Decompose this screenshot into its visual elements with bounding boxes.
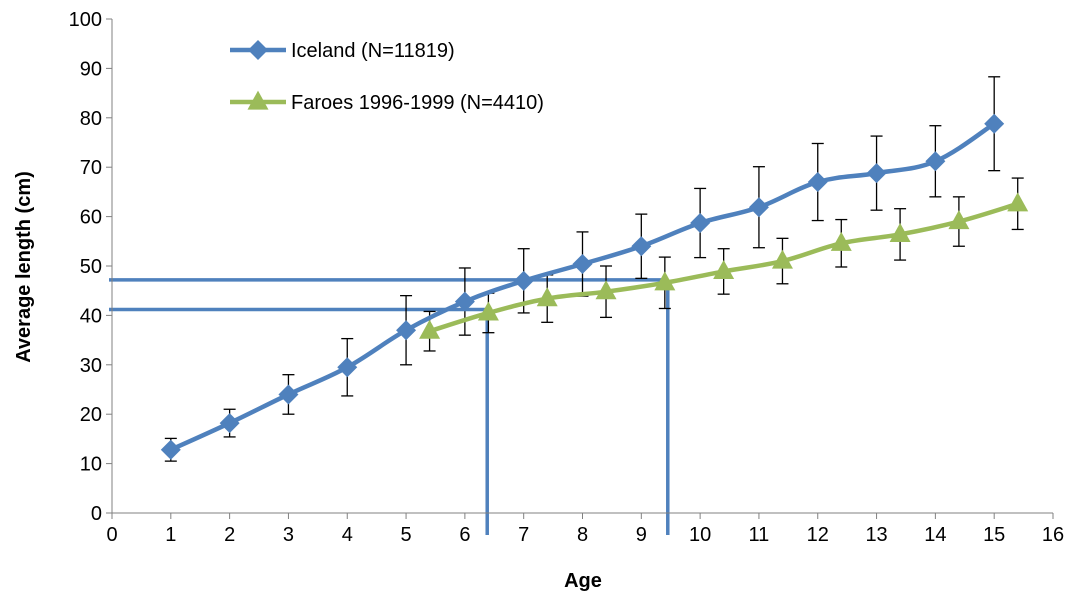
y-tick-label: 20 xyxy=(80,404,102,426)
x-tick-label: 13 xyxy=(865,524,887,546)
data-point-0 xyxy=(337,357,358,378)
series xyxy=(160,113,1029,460)
x-tick-label: 0 xyxy=(106,524,117,546)
data-point-0 xyxy=(454,291,475,312)
data-point-1 xyxy=(771,249,793,269)
y-tick-label: 60 xyxy=(80,207,102,229)
x-tick-label: 7 xyxy=(518,524,529,546)
data-point-1 xyxy=(477,301,499,321)
y-axis-title: Average length (cm) xyxy=(13,171,35,363)
data-point-0 xyxy=(807,172,828,193)
x-tick-label: 4 xyxy=(342,524,353,546)
data-point-1 xyxy=(536,287,558,307)
legend-marker xyxy=(247,90,269,110)
x-tick-label: 16 xyxy=(1042,524,1064,546)
x-tick-label: 2 xyxy=(224,524,235,546)
y-tick-label: 10 xyxy=(80,454,102,476)
data-point-0 xyxy=(925,151,946,172)
x-tick-label: 5 xyxy=(401,524,412,546)
y-tick-label: 0 xyxy=(91,503,102,525)
x-tick-label: 8 xyxy=(577,524,588,546)
reference-lines xyxy=(109,278,670,535)
x-axis-title: Age xyxy=(564,570,602,592)
data-point-1 xyxy=(595,280,617,300)
data-point-0 xyxy=(748,197,769,218)
x-tick-label: 9 xyxy=(636,524,647,546)
y-tick-label: 70 xyxy=(80,157,102,179)
legend-label: Faroes 1996-1999 (N=4410) xyxy=(291,92,544,114)
x-tick-label: 11 xyxy=(749,524,770,546)
data-point-1 xyxy=(1007,192,1029,212)
data-point-0 xyxy=(513,270,534,291)
x-tick-label: 1 xyxy=(165,524,176,546)
data-point-0 xyxy=(219,413,240,434)
data-point-1 xyxy=(713,260,735,280)
data-point-1 xyxy=(948,210,970,230)
legend-label: Iceland (N=11819) xyxy=(291,40,455,62)
data-point-1 xyxy=(419,319,441,339)
data-point-0 xyxy=(984,113,1005,134)
data-point-0 xyxy=(160,439,181,460)
y-tick-label: 90 xyxy=(80,58,102,80)
data-point-0 xyxy=(572,254,593,275)
legend: Iceland (N=11819) Faroes 1996-1999 (N=441… xyxy=(230,40,544,114)
data-point-0 xyxy=(690,213,711,234)
x-tick-label: 12 xyxy=(807,524,829,546)
data-point-1 xyxy=(889,222,911,242)
data-point-0 xyxy=(278,384,299,405)
data-point-1 xyxy=(830,231,852,251)
x-tick-label: 6 xyxy=(459,524,470,546)
data-point-0 xyxy=(396,320,417,341)
y-tick-label: 40 xyxy=(80,305,102,327)
y-tick-label: 80 xyxy=(80,108,102,130)
legend-marker xyxy=(248,40,268,60)
x-tick-label: 3 xyxy=(283,524,294,546)
x-tick-label: 15 xyxy=(983,524,1005,546)
data-point-0 xyxy=(866,163,887,184)
y-tick-label: 100 xyxy=(69,9,102,31)
data-point-0 xyxy=(631,236,652,257)
x-tick-label: 10 xyxy=(689,524,711,546)
error-bars xyxy=(164,76,1024,462)
x-tick-label: 14 xyxy=(924,524,946,546)
y-tick-label: 50 xyxy=(80,256,102,278)
data-point-1 xyxy=(654,271,676,291)
y-tick-label: 30 xyxy=(80,355,102,377)
